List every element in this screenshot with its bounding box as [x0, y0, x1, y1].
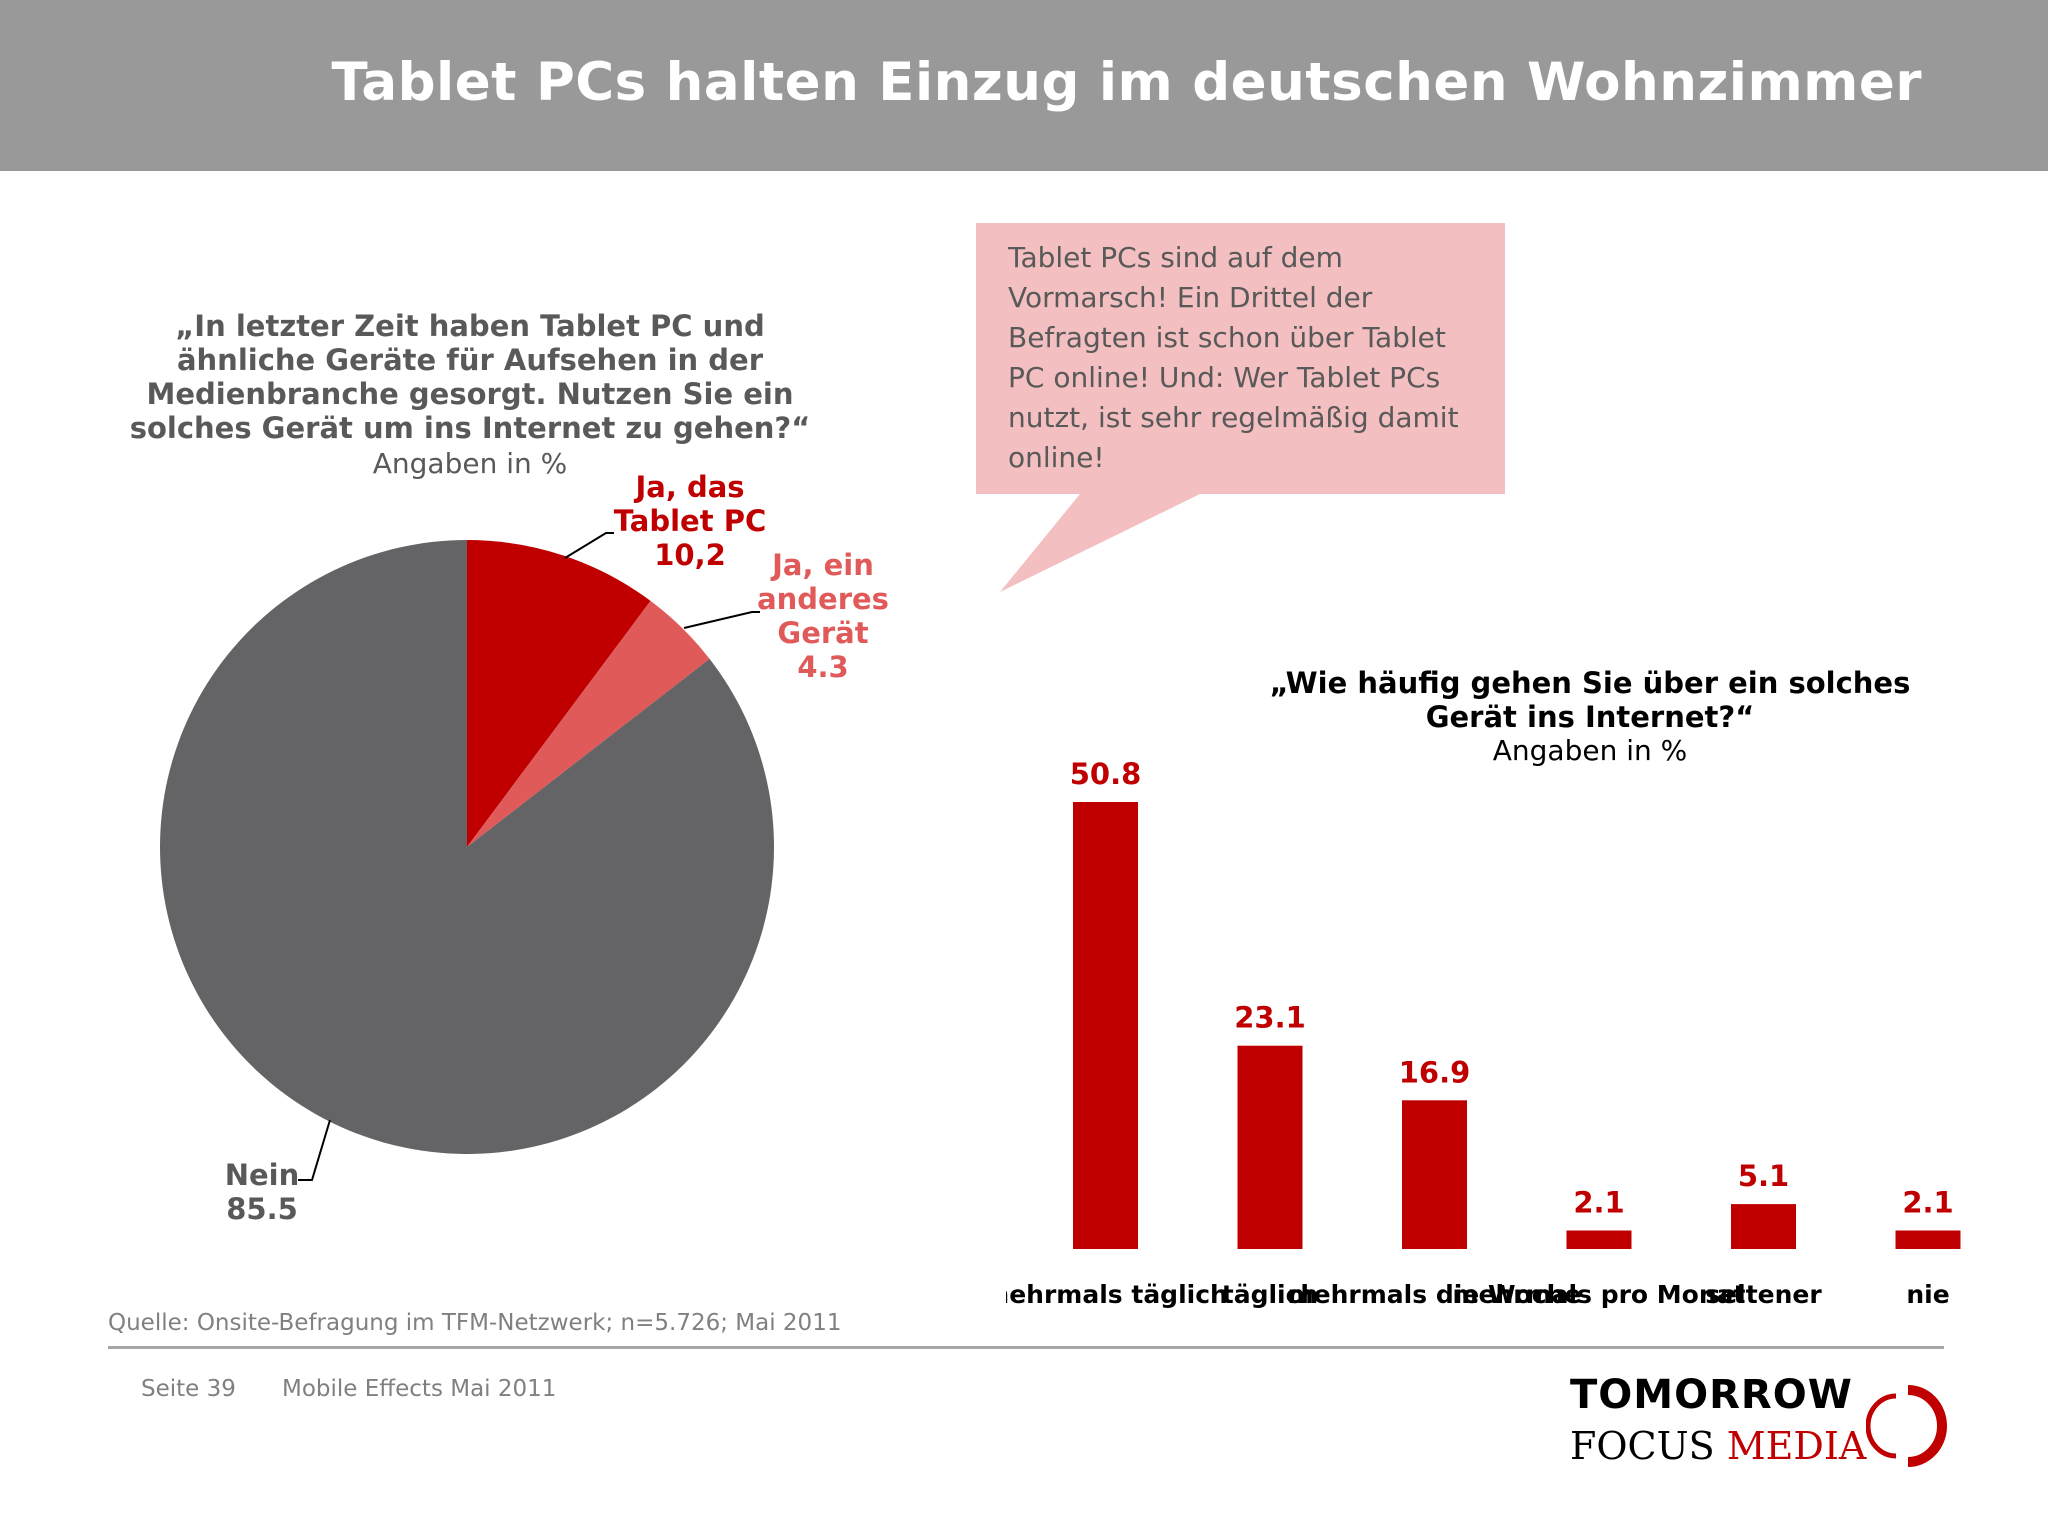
- logo-word-focus-media: FOCUS MEDIA: [1570, 1424, 1866, 1468]
- bar: [1073, 802, 1138, 1249]
- pie-slice-label: Ja, das: [633, 470, 744, 504]
- pie-value-label: 4.3: [797, 650, 848, 684]
- pie-chart-title: „In letzter Zeit haben Tablet PC und ähn…: [129, 309, 811, 445]
- callout-text: Tablet PCs sind auf dem Vormarsch! Ein D…: [1008, 241, 1459, 474]
- pie-slice-label: Ja, ein: [770, 548, 874, 582]
- bar: [1237, 1045, 1303, 1249]
- page-number: Seite 39: [141, 1376, 236, 1402]
- logo-ring-icon: [1866, 1385, 1947, 1467]
- page-title: Tablet PCs halten Einzug im deutschen Wo…: [331, 52, 1922, 113]
- bar-value-label: 16.9: [1399, 1055, 1471, 1089]
- pie-value-label: 10,2: [654, 538, 726, 572]
- bar-value-label: 2.1: [1902, 1186, 1953, 1220]
- callout-box: [976, 223, 1505, 494]
- pie-value-label: 85.5: [226, 1192, 298, 1226]
- logo-word-focus: FOCUS: [1570, 1424, 1727, 1468]
- bar: [1895, 1230, 1961, 1249]
- bar-category-label: täglich: [1222, 1280, 1318, 1309]
- pie-slice: [467, 600, 710, 847]
- bar-category-label: seltener: [1705, 1280, 1822, 1309]
- bar-chart-subtitle: Angaben in %: [1492, 734, 1688, 767]
- callout-pointer: [1000, 494, 1200, 592]
- pie-slice: [160, 540, 775, 1155]
- bar-category-label: mehrmals die Woche: [1288, 1280, 1582, 1309]
- bar-value-label: 23.1: [1234, 1001, 1306, 1035]
- pie-slice-label: Nein: [225, 1158, 300, 1192]
- pie-leader-line: [564, 532, 614, 559]
- pie-chart-subtitle: Angaben in %: [372, 447, 568, 480]
- bar-category-label: mehrmals täglich: [983, 1280, 1228, 1309]
- header-bar: Tablet PCs halten Einzug im deutschen Wo…: [0, 0, 2048, 171]
- brand-logo: TOMORROW FOCUS MEDIA: [1566, 1372, 1956, 1480]
- source-note: Quelle: Onsite-Befragung im TFM-Netzwerk…: [108, 1310, 842, 1336]
- bar-category-label: mehrmals pro Monat: [1453, 1280, 1746, 1309]
- footer-divider: [108, 1346, 1944, 1349]
- bar: [1402, 1100, 1467, 1249]
- document-title: Mobile Effects Mai 2011: [282, 1376, 557, 1402]
- logo-word-tomorrow: TOMORROW: [1570, 1372, 1853, 1418]
- bar-chart: 50.8 mehrmals täglich 23.1 täglich 16.9 mehrm…: [983, 757, 1961, 1309]
- bar-category-label: nie: [1906, 1280, 1949, 1309]
- logo-word-media: MEDIA: [1726, 1424, 1867, 1468]
- bar-value-label: 5.1: [1738, 1159, 1789, 1193]
- pie-slice-label: Tablet PC: [614, 504, 766, 538]
- pie-slice: [467, 540, 651, 847]
- bar-value-label: 2.1: [1573, 1186, 1624, 1220]
- pie-leader-line: [298, 1119, 331, 1181]
- bar-value-label: 50.8: [1070, 757, 1142, 791]
- pie-leader-line: [683, 611, 760, 629]
- pie-slice-label: Gerät: [777, 616, 868, 650]
- pie-slice-label: anderes: [757, 582, 889, 616]
- bar: [1566, 1230, 1632, 1249]
- bar: [1731, 1204, 1796, 1249]
- bar-chart-title: „Wie häufig gehen Sie über ein solches G…: [1269, 666, 1911, 734]
